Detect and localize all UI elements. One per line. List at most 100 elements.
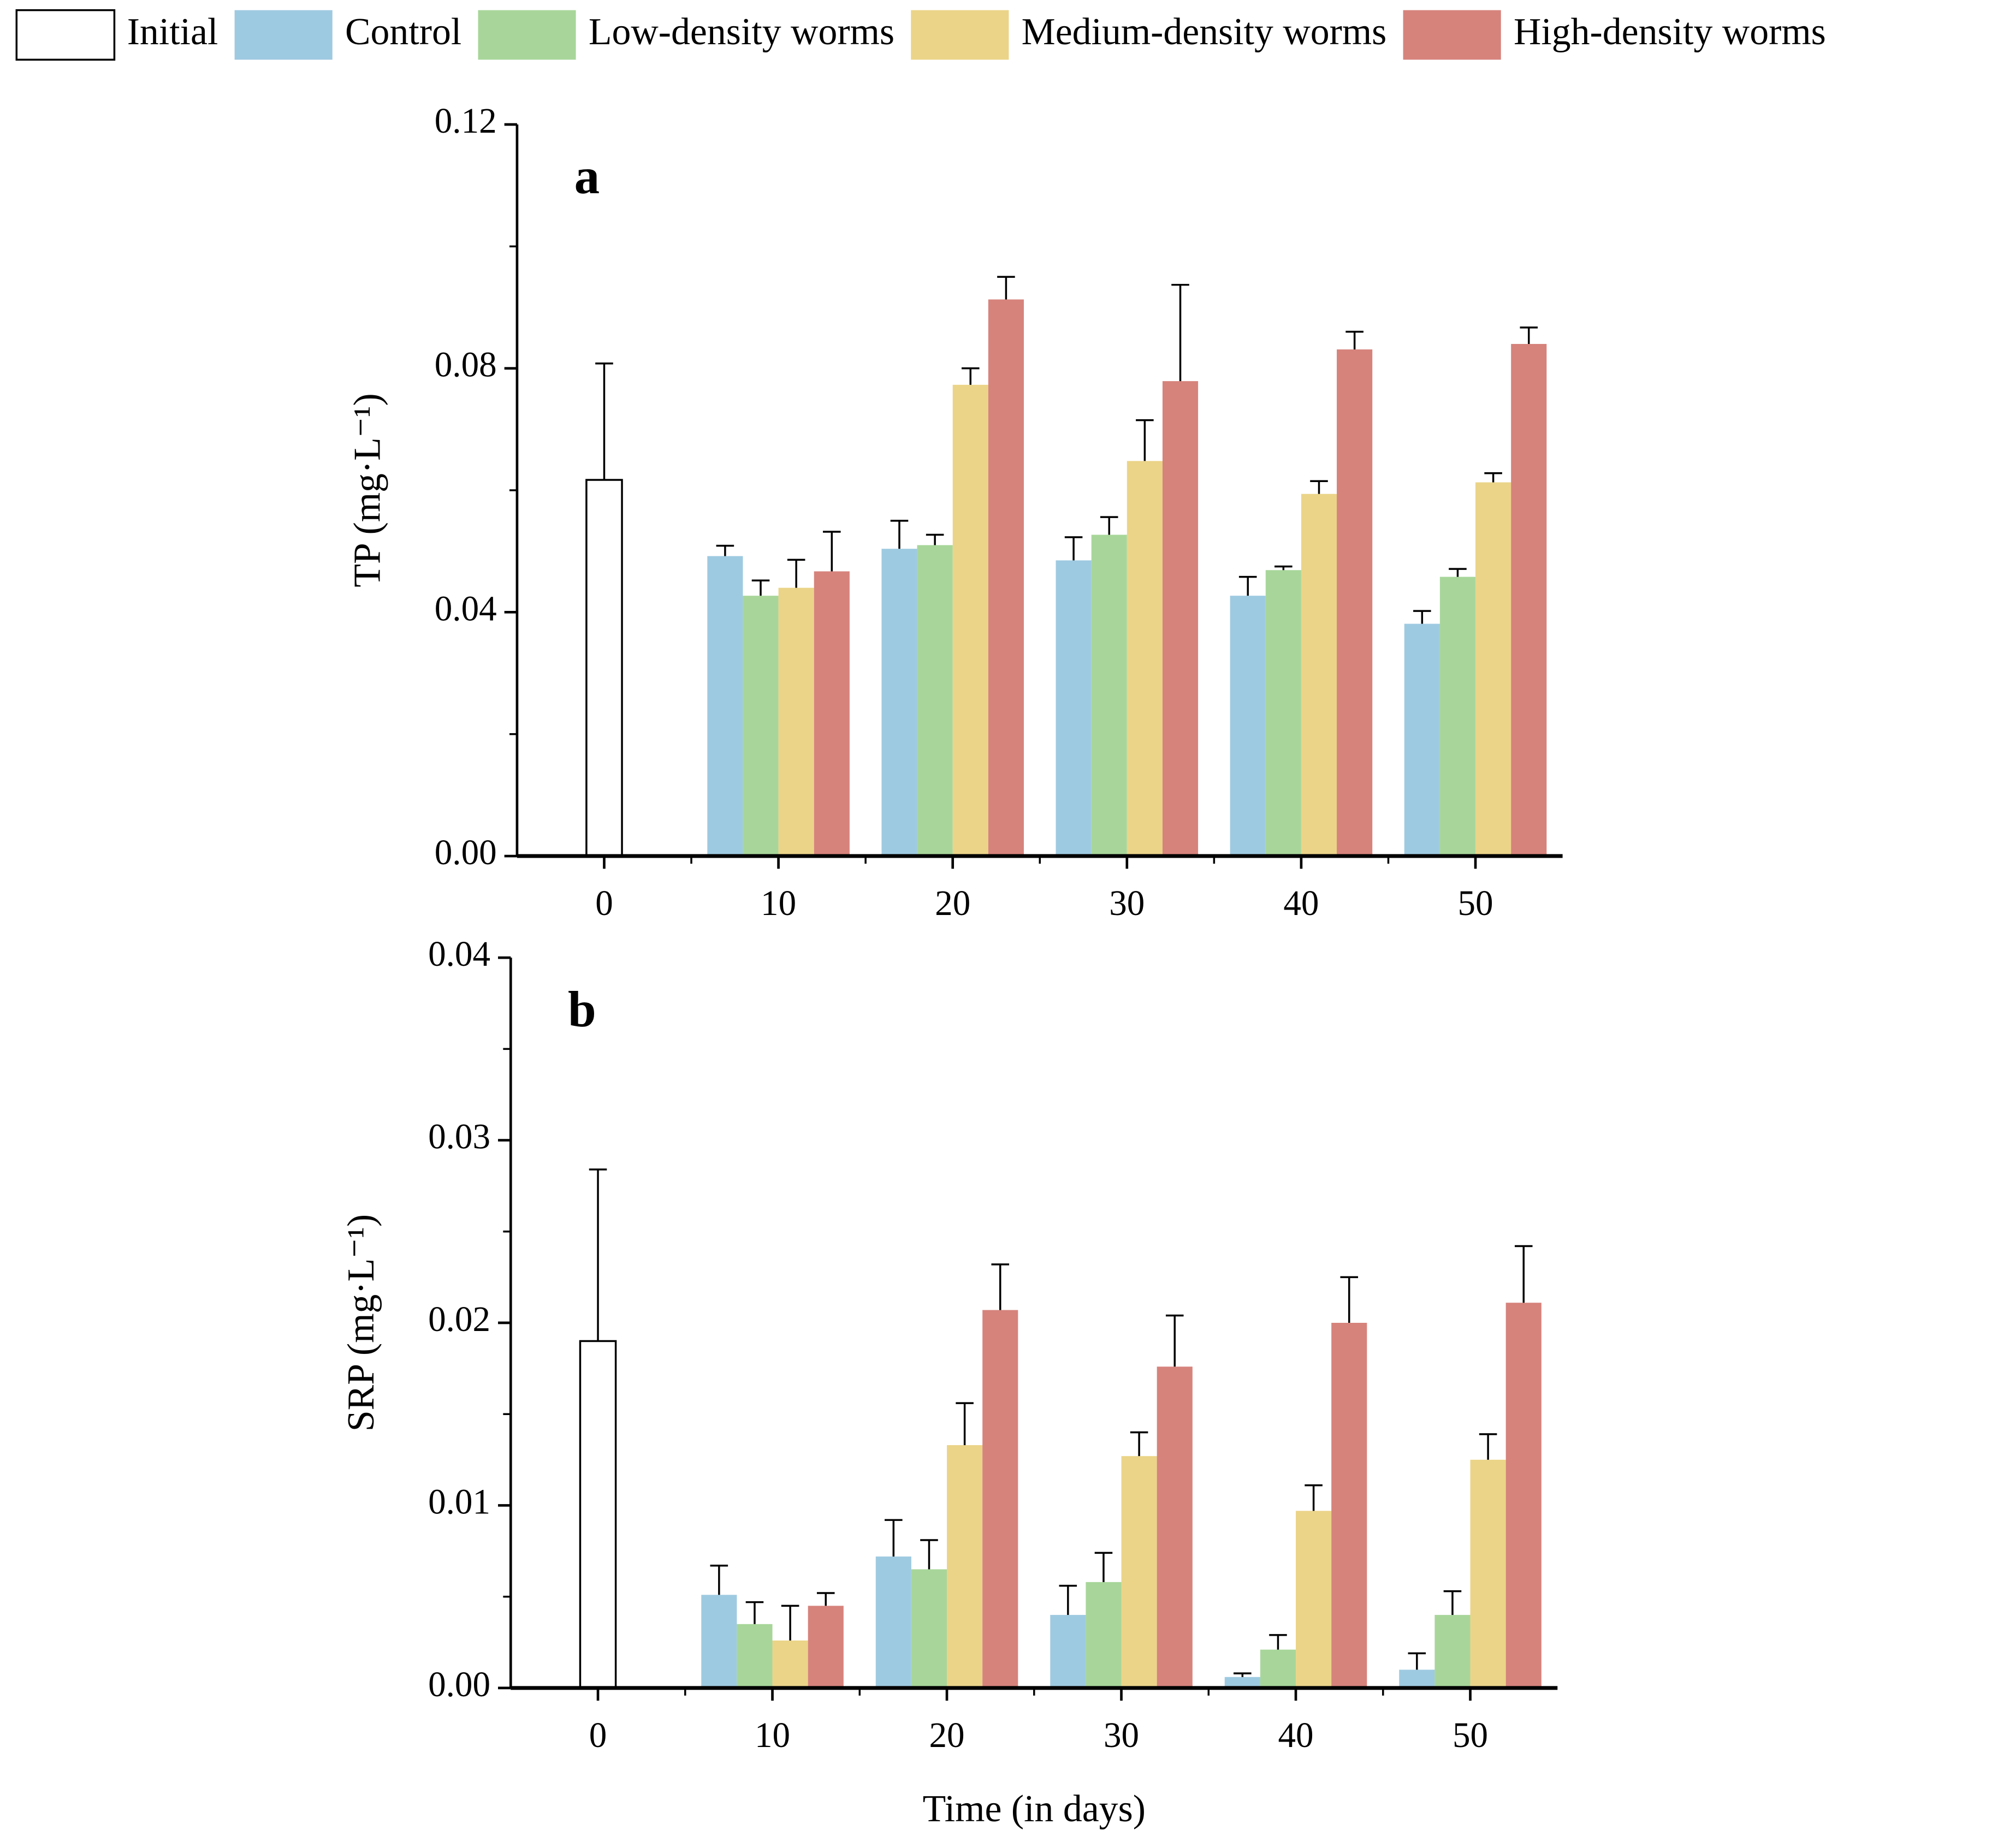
error-bar bbox=[1345, 330, 1363, 350]
error-bar bbox=[816, 1592, 835, 1606]
legend-swatch bbox=[234, 10, 333, 60]
legend-label: Low-density worms bbox=[589, 11, 894, 53]
legend: Initial Control Low-density worms Medium-de… bbox=[15, 9, 1826, 61]
bar bbox=[585, 479, 623, 857]
bar bbox=[1399, 1669, 1435, 1688]
error-bar bbox=[1136, 419, 1154, 461]
bar bbox=[737, 1624, 773, 1688]
error-bar bbox=[1274, 565, 1293, 571]
bar bbox=[988, 299, 1024, 857]
error-bar bbox=[589, 1168, 607, 1341]
error-bar bbox=[781, 1605, 799, 1641]
bar bbox=[1050, 1615, 1086, 1688]
x-tick-label: 0 bbox=[589, 1716, 607, 1755]
bar bbox=[808, 1606, 844, 1688]
error-bar bbox=[1479, 1433, 1497, 1460]
y-tick-label: 0.00 bbox=[435, 833, 497, 872]
error-bar bbox=[1520, 326, 1538, 344]
error-bar bbox=[991, 1263, 1010, 1310]
error-bar bbox=[1310, 480, 1328, 494]
bar bbox=[1296, 1511, 1332, 1688]
x-tick-label: 50 bbox=[1457, 884, 1493, 923]
y-tick-label: 0.04 bbox=[435, 589, 497, 628]
bar bbox=[911, 1569, 947, 1688]
bar bbox=[1086, 1582, 1122, 1688]
bar bbox=[1224, 1677, 1260, 1688]
x-tick-label: 10 bbox=[761, 884, 796, 923]
error-bar bbox=[1165, 1314, 1184, 1367]
error-bar bbox=[1449, 568, 1467, 577]
x-tick-label: 20 bbox=[929, 1716, 964, 1755]
bar bbox=[701, 1595, 737, 1688]
legend-swatch bbox=[1403, 10, 1501, 60]
x-tick-label: 40 bbox=[1278, 1716, 1313, 1755]
bar bbox=[917, 545, 953, 857]
error-bar bbox=[926, 533, 944, 545]
error-bar bbox=[1340, 1276, 1359, 1323]
error-bar bbox=[1413, 610, 1431, 624]
bar bbox=[1331, 1323, 1367, 1688]
error-bar bbox=[787, 558, 805, 588]
x-tick-label: 30 bbox=[1109, 884, 1145, 923]
bar bbox=[947, 1445, 983, 1688]
bar bbox=[1301, 494, 1337, 857]
bar bbox=[579, 1340, 617, 1689]
bar bbox=[707, 556, 743, 857]
error-bar bbox=[1408, 1652, 1426, 1670]
error-bar bbox=[1094, 1552, 1113, 1582]
error-bar bbox=[1130, 1431, 1148, 1457]
y-tick-label: 0.02 bbox=[428, 1300, 490, 1339]
bar bbox=[1056, 560, 1092, 857]
x-tick-label: 30 bbox=[1104, 1716, 1139, 1755]
bar bbox=[952, 384, 988, 857]
error-bar bbox=[1238, 575, 1257, 596]
chart-panel: 0.00 0.01 0.02 0.03 0.04 0 10 20 30 40 50 b SRP (mg·… bbox=[340, 935, 1558, 1830]
legend-label: High-density worms bbox=[1514, 11, 1826, 53]
x-tick-label: 10 bbox=[755, 1716, 790, 1755]
bar bbox=[881, 549, 917, 857]
x-tick-label: 20 bbox=[935, 884, 970, 923]
bar bbox=[1470, 1459, 1506, 1688]
bar bbox=[814, 571, 850, 857]
y-tick-label: 0.12 bbox=[435, 102, 497, 141]
bar bbox=[1475, 482, 1511, 857]
bar bbox=[1439, 577, 1476, 857]
bar bbox=[772, 1640, 808, 1688]
y-axis-title: SRP (mg·L⁻¹) bbox=[340, 1214, 382, 1431]
bar bbox=[1157, 1366, 1193, 1688]
y-tick-label: 0.00 bbox=[428, 1665, 490, 1704]
panel-label: a bbox=[574, 148, 600, 205]
error-bar bbox=[890, 520, 909, 549]
error-bar bbox=[885, 1519, 903, 1557]
error-bar bbox=[1305, 1484, 1323, 1511]
bar bbox=[1230, 596, 1266, 857]
legend-swatch bbox=[15, 9, 116, 61]
bar bbox=[778, 587, 814, 857]
x-tick-label: 0 bbox=[595, 884, 613, 923]
x-tick-label: 50 bbox=[1452, 1716, 1488, 1755]
x-tick-label: 40 bbox=[1283, 884, 1319, 923]
error-bar bbox=[1269, 1634, 1287, 1650]
error-bar bbox=[956, 1402, 974, 1446]
bar bbox=[1162, 381, 1199, 857]
legend-label: Control bbox=[345, 11, 461, 53]
error-bar bbox=[920, 1539, 938, 1570]
bar bbox=[1434, 1615, 1471, 1688]
error-bar bbox=[716, 544, 734, 556]
y-tick-label: 0.03 bbox=[428, 1118, 490, 1157]
error-bar bbox=[1064, 536, 1083, 561]
y-tick-label: 0.04 bbox=[428, 935, 490, 974]
bar bbox=[1091, 534, 1127, 857]
error-bar bbox=[1100, 516, 1118, 535]
y-tick-label: 0.01 bbox=[428, 1482, 490, 1522]
error-bar bbox=[1171, 283, 1189, 382]
bar bbox=[982, 1310, 1018, 1688]
bar bbox=[1121, 1456, 1157, 1688]
error-bar bbox=[710, 1565, 728, 1595]
error-bar bbox=[595, 362, 613, 480]
bar bbox=[1127, 461, 1163, 857]
legend-swatch bbox=[478, 10, 576, 60]
y-axis-title: TP (mg·L⁻¹) bbox=[346, 393, 388, 587]
error-bar bbox=[745, 1601, 764, 1624]
